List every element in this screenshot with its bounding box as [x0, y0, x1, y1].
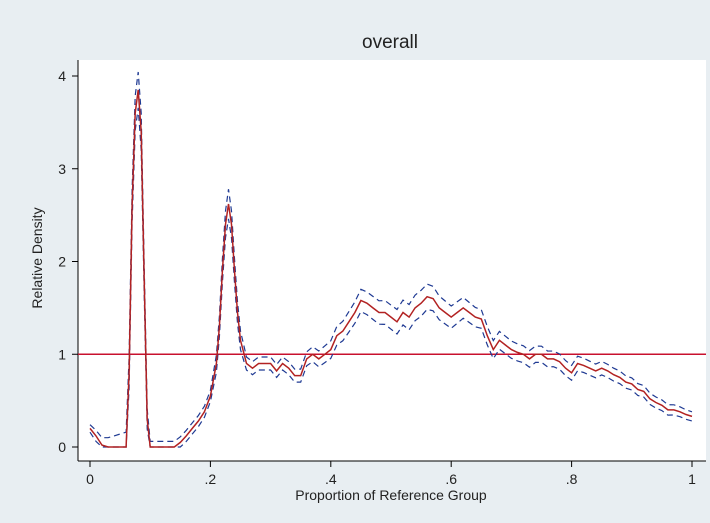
y-axis-title: Relative Density — [29, 207, 45, 308]
plot-area — [78, 60, 706, 461]
ci-upper-line — [89, 71, 693, 442]
x-tick-label: 1 — [688, 471, 696, 487]
density-line — [89, 89, 693, 448]
ticks-layer: 0 .2 .4 .6 .8 1 0 1 2 3 4 — [58, 68, 696, 487]
x-axis-title: Proportion of Reference Group — [295, 487, 487, 503]
x-tick-label: .6 — [445, 471, 457, 487]
confidence-band-layer — [89, 71, 693, 448]
y-tick-label: 2 — [58, 254, 66, 270]
x-tick-label: .4 — [325, 471, 337, 487]
y-tick-label: 1 — [58, 346, 66, 362]
y-tick-label: 0 — [58, 439, 66, 455]
x-tick-label: .2 — [205, 471, 217, 487]
series-layer — [89, 89, 693, 448]
ci-lower-line — [89, 107, 693, 448]
y-tick-label: 3 — [58, 161, 66, 177]
x-tick-label: 0 — [86, 471, 94, 487]
y-tick-label: 4 — [58, 68, 66, 84]
x-tick-label: .8 — [566, 471, 578, 487]
chart-title: overall — [362, 32, 418, 53]
